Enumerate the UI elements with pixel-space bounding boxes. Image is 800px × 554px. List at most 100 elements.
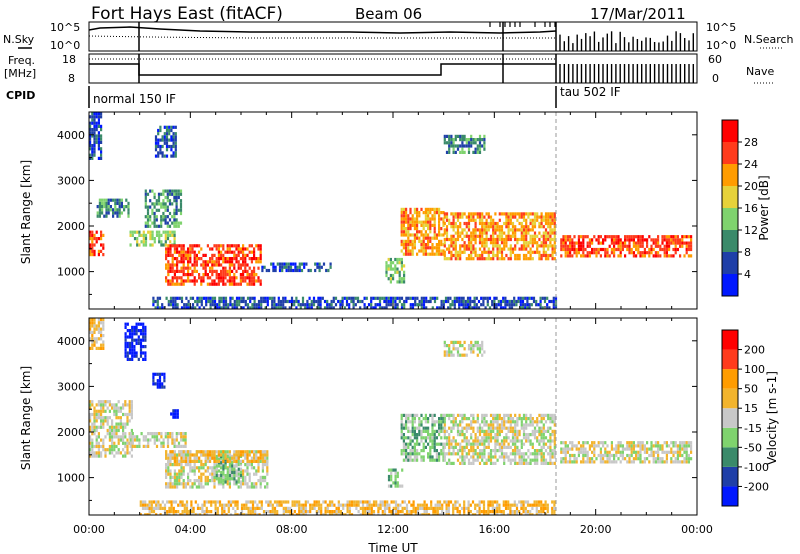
power-colorbar-tick-0: 4 bbox=[744, 268, 751, 281]
power-ytick-label-4000: 4000 bbox=[57, 129, 85, 142]
power-colorbar-tick-2: 12 bbox=[744, 224, 758, 237]
nave-tick-low: 0 bbox=[712, 72, 719, 85]
xtick-label-0: 00:00 bbox=[73, 523, 105, 536]
velocity-region-13 bbox=[443, 413, 556, 465]
power-y-ticks: 1000 2000 3000 4000 bbox=[57, 129, 697, 295]
velocity-colorbar: 200 100 50 15 -15 -50 -100 -200 Velocity [m s-1… bbox=[721, 329, 779, 507]
velocity-ytick-label-4000: 4000 bbox=[57, 335, 85, 348]
velocity-heatmap bbox=[89, 318, 693, 515]
velocity-colorbar-label: Velocity [m s-1] bbox=[765, 371, 779, 465]
power-region-10 bbox=[443, 134, 486, 154]
velocity-region-11 bbox=[400, 413, 445, 462]
power-panel: 1000 2000 3000 4000 Slant Range [km] bbox=[19, 111, 698, 310]
velocity-y-axis-label: Slant Range [km] bbox=[19, 366, 33, 470]
freq-bars-tau bbox=[559, 64, 694, 83]
xtick-label-20: 20:00 bbox=[580, 523, 612, 536]
power-colorbar-swatch-2 bbox=[722, 230, 738, 252]
cpid-mode-tau: tau 502 IF bbox=[560, 85, 621, 99]
velocity-ytick-label-1000: 1000 bbox=[57, 472, 85, 485]
velocity-colorbar-swatch-1 bbox=[722, 466, 738, 487]
freq-panel-frame bbox=[88, 53, 698, 84]
power-region-12 bbox=[560, 235, 693, 258]
power-ytick-label-3000: 3000 bbox=[57, 174, 85, 187]
nsearch-tick-high: 10^5 bbox=[706, 21, 736, 34]
freq-trace bbox=[89, 63, 556, 76]
velocity-region-1 bbox=[89, 400, 133, 458]
velocity-colorbar-swatch-6 bbox=[722, 369, 738, 389]
velocity-region-4 bbox=[170, 409, 179, 419]
nsky-bars-tau bbox=[489, 22, 694, 51]
power-heatmap bbox=[89, 112, 693, 309]
power-ytick-label-2000: 2000 bbox=[57, 220, 85, 233]
velocity-region-3 bbox=[152, 372, 166, 389]
velocity-region-14 bbox=[560, 441, 693, 464]
cpid-label: CPID bbox=[6, 89, 35, 102]
power-colorbar-swatch-3 bbox=[722, 208, 738, 230]
freq-panel: Freq. [MHz] 18 8 60 0 Nave bbox=[4, 53, 774, 85]
page-title: Fort Hays East (fitACF) bbox=[91, 4, 283, 24]
power-colorbar-label: Power [dB] bbox=[757, 175, 771, 240]
cpid-mode-normal: normal 150 IF bbox=[93, 92, 176, 106]
velocity-region-12 bbox=[443, 340, 486, 357]
power-colorbar-swatch-4 bbox=[722, 186, 738, 208]
velocity-region-5 bbox=[129, 432, 187, 448]
velocity-colorbar-tick-1: 100 bbox=[744, 363, 765, 376]
velocity-colorbar-frame bbox=[721, 329, 739, 507]
power-region-13 bbox=[152, 296, 558, 309]
power-region-4 bbox=[144, 189, 183, 228]
velocity-colorbar-tick-3: 15 bbox=[744, 402, 758, 415]
velocity-ytick-label-2000: 2000 bbox=[57, 426, 85, 439]
beam-label: Beam 06 bbox=[355, 5, 422, 23]
velocity-colorbar-swatch-3 bbox=[722, 427, 738, 448]
nsky-panel: N.Sky 10^5 10^0 10^5 10^0 N.Search bbox=[3, 21, 794, 52]
freq-tick-high: 18 bbox=[62, 53, 76, 66]
velocity-colorbar-swatch-8 bbox=[722, 330, 738, 350]
velocity-region-9 bbox=[139, 500, 556, 515]
date-label: 17/Mar/2011 bbox=[590, 5, 686, 23]
power-colorbar-tick-1: 8 bbox=[744, 246, 751, 259]
velocity-region-8 bbox=[165, 450, 269, 463]
power-colorbar-swatch-7 bbox=[722, 120, 738, 142]
power-region-2 bbox=[96, 198, 130, 218]
velocity-panel: 1000 2000 3000 4000 00:00 04:00 08:00 12:00 16:… bbox=[19, 317, 713, 554]
velocity-colorbar-tick-4: -15 bbox=[744, 422, 762, 435]
velocity-region-0 bbox=[89, 318, 105, 350]
freq-tick-low: 8 bbox=[68, 72, 75, 85]
xtick-label-12: 12:00 bbox=[377, 523, 409, 536]
velocity-colorbar-swatch-0 bbox=[722, 486, 738, 506]
power-region-8 bbox=[385, 257, 406, 284]
power-x-ticks bbox=[88, 112, 698, 309]
velocity-colorbar-swatch-4 bbox=[722, 408, 738, 428]
nave-tick-high: 60 bbox=[708, 53, 722, 66]
power-ytick-label-1000: 1000 bbox=[57, 266, 85, 279]
nsearch-tick-low: 10^0 bbox=[706, 39, 736, 52]
power-colorbar-swatch-5 bbox=[722, 164, 738, 186]
power-colorbar-tick-5: 24 bbox=[744, 158, 758, 171]
freq-label-line1: Freq. bbox=[8, 54, 35, 67]
power-region-11 bbox=[443, 212, 556, 261]
nave-label: Nave bbox=[746, 65, 774, 78]
velocity-colorbar-tick-5: -50 bbox=[744, 441, 762, 454]
power-colorbar-swatch-0 bbox=[722, 274, 738, 296]
velocity-colorbar-tick-6: -100 bbox=[744, 461, 769, 474]
power-colorbar-tick-4: 20 bbox=[744, 180, 758, 193]
power-region-0 bbox=[89, 112, 103, 160]
power-region-6 bbox=[165, 244, 262, 286]
power-colorbar-tick-3: 16 bbox=[744, 202, 758, 215]
power-region-3 bbox=[129, 230, 176, 247]
nsky-panel-frame bbox=[88, 21, 698, 52]
power-colorbar-tick-6: 28 bbox=[744, 136, 758, 149]
nsky-tick-low: 10^0 bbox=[50, 39, 80, 52]
nsky-trace bbox=[88, 26, 557, 34]
velocity-colorbar-tick-2: 50 bbox=[744, 383, 758, 396]
velocity-x-ticks: 00:00 04:00 08:00 12:00 16:00 20:00 00:00 bbox=[73, 318, 713, 536]
velocity-region-10 bbox=[387, 468, 404, 488]
nsearch-trace bbox=[88, 35, 556, 39]
velocity-region-2 bbox=[124, 322, 147, 361]
xtick-label-16: 16:00 bbox=[478, 523, 510, 536]
power-colorbar: 4 8 12 16 20 24 28 Power [dB] bbox=[721, 119, 771, 297]
xtick-label-8: 08:00 bbox=[276, 523, 308, 536]
cpid-strip: CPID normal 150 IF tau 502 IF bbox=[6, 85, 621, 108]
power-region-9 bbox=[400, 207, 445, 256]
